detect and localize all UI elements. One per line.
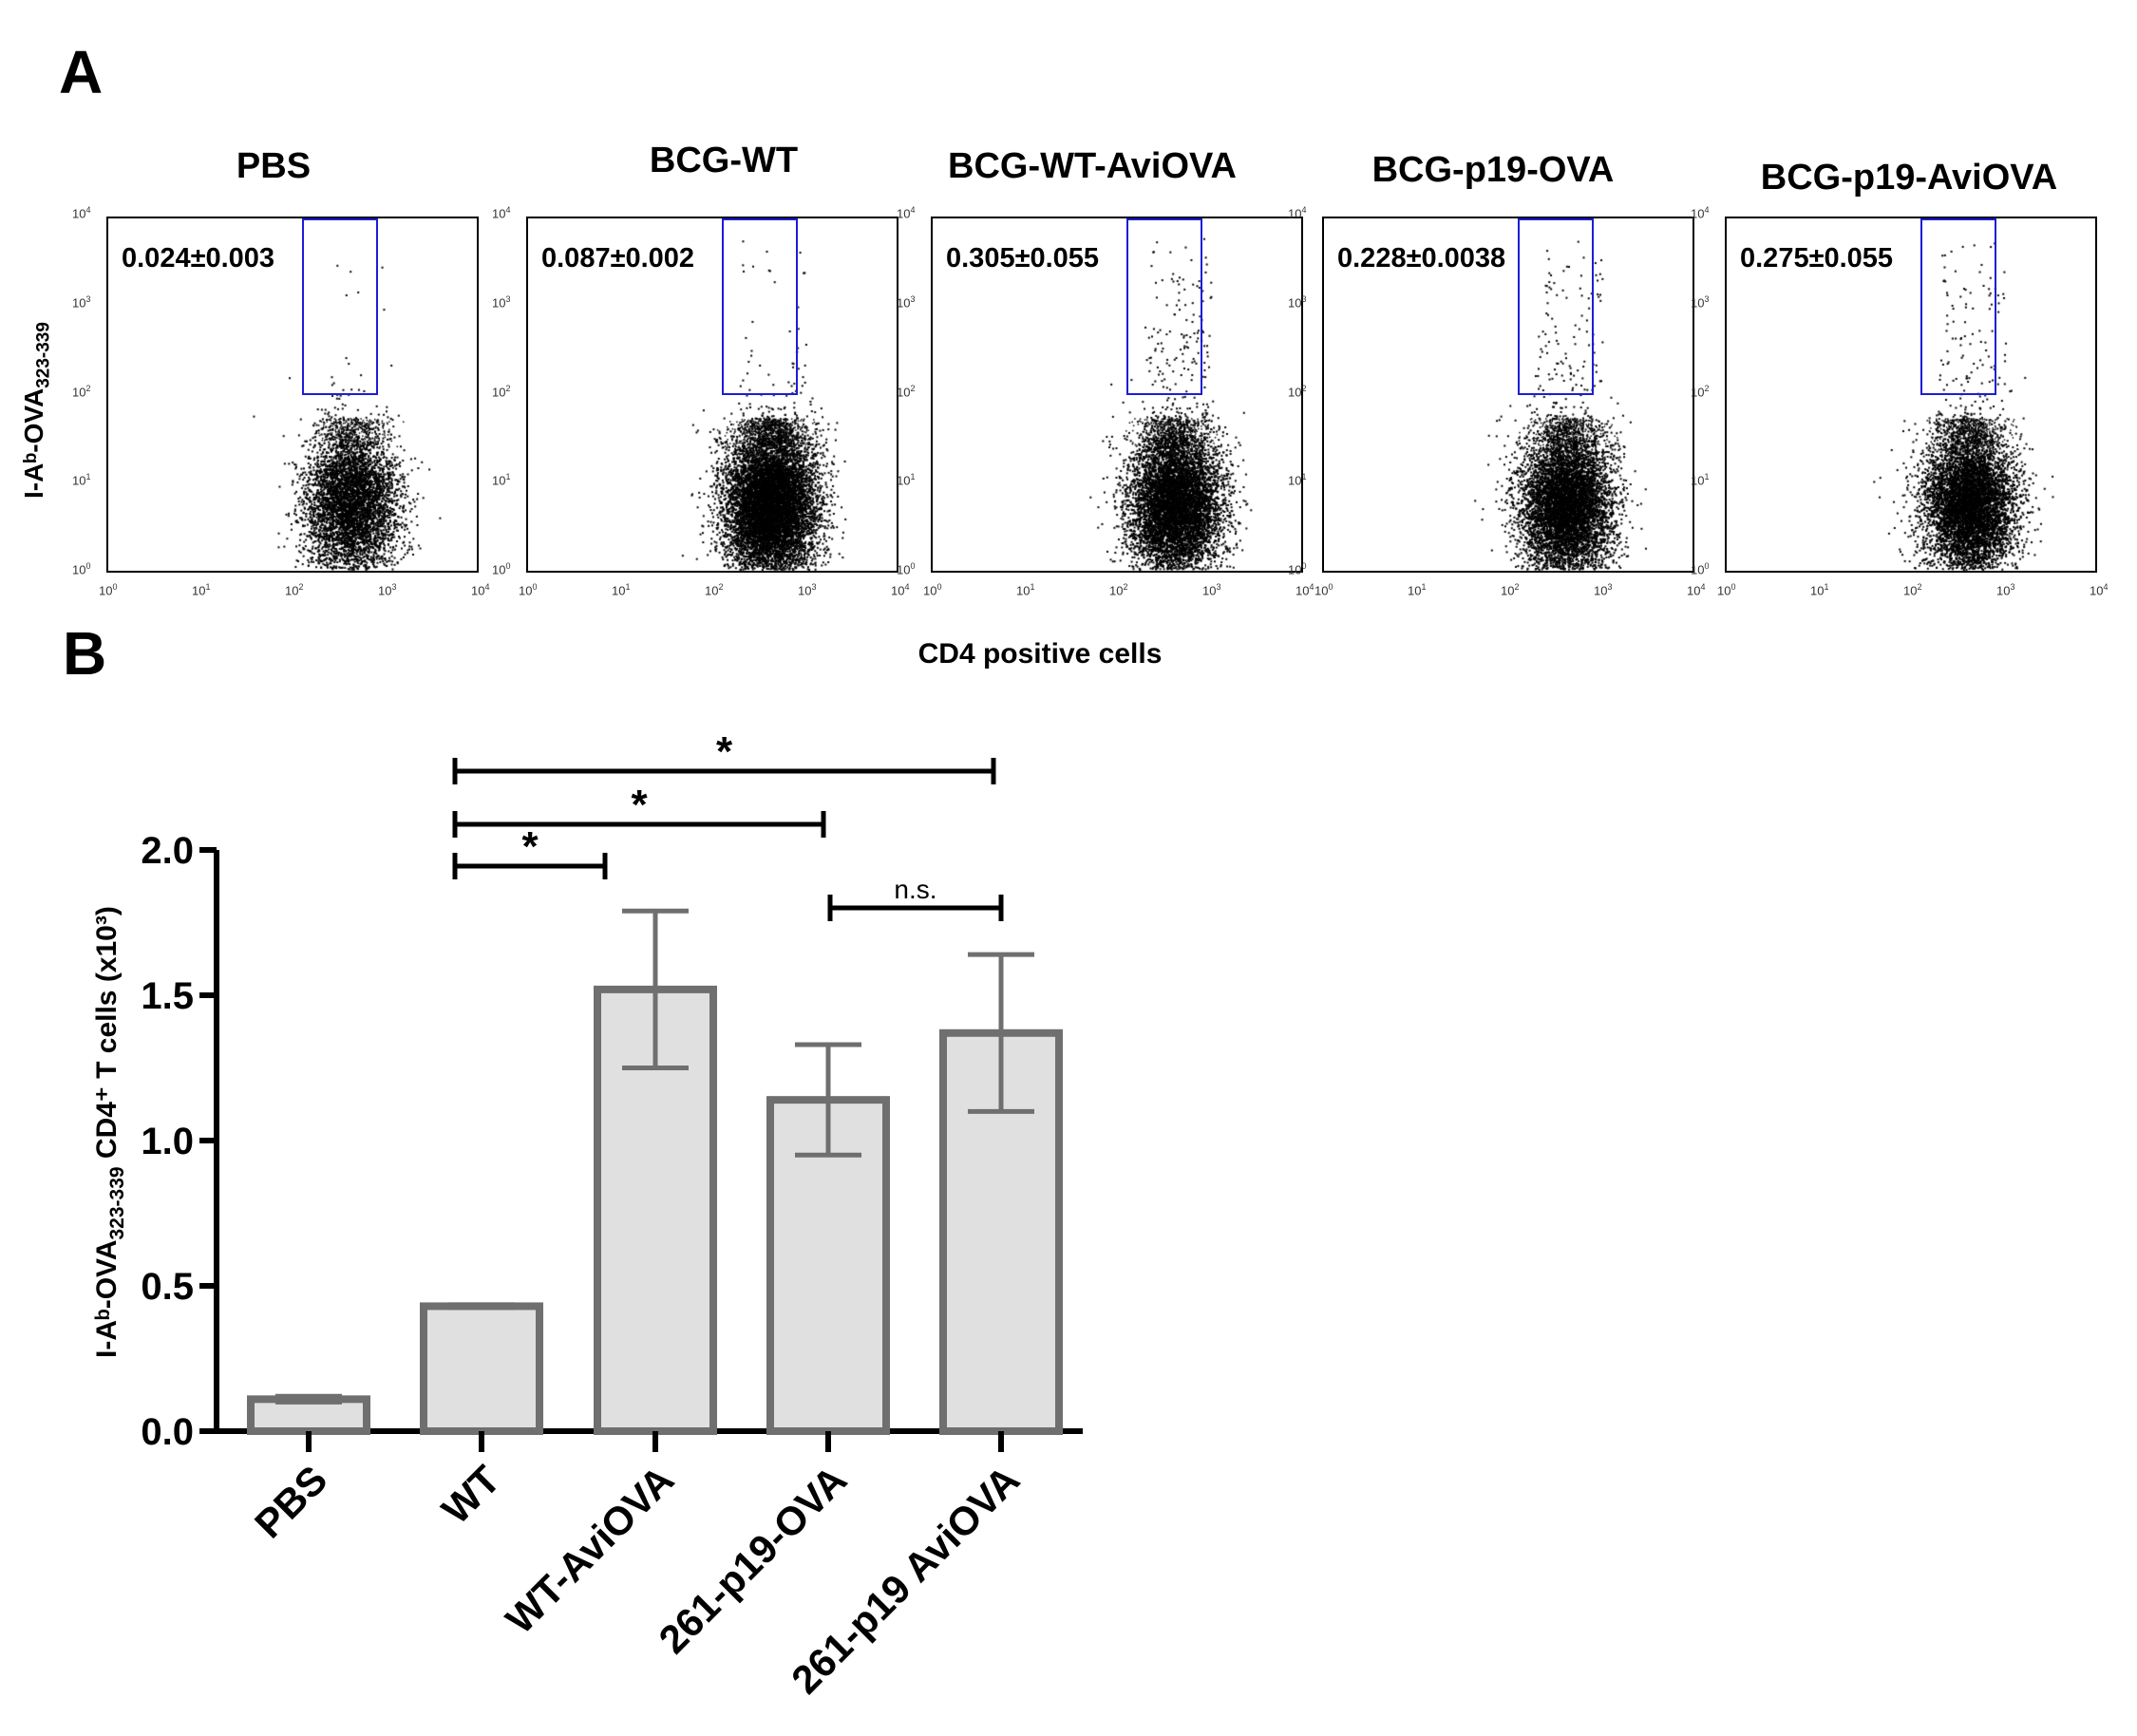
- flow-x-tick: 101: [612, 582, 631, 598]
- flow-plot-frame: 0.275±0.055: [1725, 217, 2097, 573]
- flow-y-tick: 102: [492, 383, 511, 399]
- flow-plot-title: BCG-p19-OVA: [1371, 150, 1615, 190]
- flow-y-tick: 104: [897, 205, 916, 221]
- flow-y-tick: 101: [492, 472, 511, 488]
- flow-x-tick: 102: [1109, 582, 1128, 598]
- x-category-label: WT: [433, 1457, 509, 1533]
- flow-y-tick: 101: [72, 472, 91, 488]
- flow-y-tick: 102: [897, 383, 916, 399]
- flow-scatter-points: [528, 218, 897, 571]
- bar: [420, 1302, 543, 1435]
- flow-y-tick: 104: [1691, 205, 1710, 221]
- flow-y-tick: 101: [1288, 472, 1307, 488]
- x-category-label: WT-AviOVA: [497, 1457, 682, 1642]
- flow-y-tick: 101: [1691, 472, 1710, 488]
- flow-x-tick: 101: [1810, 582, 1829, 598]
- y-axis-label-main: I-Aᵇ-OVA: [91, 1240, 123, 1359]
- y-axis-label-sub: 323-339: [106, 1166, 128, 1239]
- significance-label: *: [521, 823, 539, 870]
- flow-y-tick: 100: [492, 561, 511, 577]
- panel-a-letter: A: [59, 38, 104, 106]
- panel-b-letter: B: [63, 619, 107, 688]
- flow-y-label-sub: 323-339: [33, 322, 54, 388]
- flow-x-tick: 100: [519, 582, 538, 598]
- flow-gate: [1920, 218, 1996, 395]
- flow-y-tick: 104: [72, 205, 91, 221]
- flow-x-tick: 104: [1687, 582, 1706, 598]
- flow-y-tick: 100: [1691, 561, 1710, 577]
- flow-x-tick: 103: [1996, 582, 2015, 598]
- flow-plot-frame: 0.087±0.002: [526, 217, 898, 573]
- flow-gate: [1126, 218, 1202, 395]
- flow-x-tick: 102: [705, 582, 724, 598]
- flow-y-tick: 103: [1288, 293, 1307, 311]
- flow-x-tick: 101: [192, 582, 211, 598]
- flow-x-tick: 101: [1016, 582, 1035, 598]
- flow-gate-stat: 0.087±0.002: [541, 243, 695, 274]
- flow-plot-title: BCG-WT-AviOVA: [948, 146, 1237, 186]
- flow-y-tick: 100: [72, 561, 91, 577]
- flow-y-tick: 100: [897, 561, 916, 577]
- flow-x-tick: 100: [1314, 582, 1333, 598]
- significance-label: *: [716, 728, 733, 775]
- flow-gate: [1518, 218, 1594, 395]
- flow-y-tick: 104: [1288, 205, 1307, 221]
- flow-y-tick: 102: [72, 383, 91, 399]
- flow-y-tick: 103: [897, 293, 916, 311]
- significance-label: *: [631, 782, 648, 828]
- flow-plot-frame: 0.228±0.0038: [1322, 217, 1694, 573]
- flow-y-tick: 103: [1691, 293, 1710, 311]
- flow-x-tick: 104: [1295, 582, 1314, 598]
- x-category-label: PBS: [246, 1457, 335, 1546]
- flow-y-tick: 103: [492, 293, 511, 311]
- y-axis-label: I-Aᵇ-OVA323-339 CD4⁺ T cells (x10³): [91, 906, 128, 1358]
- flow-x-tick: 100: [99, 582, 118, 598]
- flow-y-label-main: I-Aᵇ-OVA: [19, 387, 48, 499]
- flow-plot-title: BCG-WT: [649, 141, 799, 180]
- flow-x-tick: 103: [378, 582, 397, 598]
- flow-x-tick: 103: [1594, 582, 1613, 598]
- flow-plot-frame: 0.305±0.055: [931, 217, 1303, 573]
- y-tick-label: 1.5: [141, 975, 194, 1017]
- flow-x-tick: 100: [923, 582, 942, 598]
- flow-x-tick: 102: [1903, 582, 1922, 598]
- flow-y-tick: 100: [1288, 561, 1307, 577]
- flow-scatter-points: [1324, 218, 1693, 571]
- flow-x-tick: 104: [471, 582, 490, 598]
- flow-x-tick: 104: [891, 582, 910, 598]
- flow-gate-stat: 0.275±0.055: [1740, 243, 1894, 274]
- flow-gate-stat: 0.305±0.055: [946, 243, 1100, 274]
- flow-x-tick: 104: [2090, 582, 2109, 598]
- y-tick-label: 1.0: [141, 1121, 194, 1162]
- flow-y-tick: 101: [897, 472, 916, 488]
- flow-x-tick: 100: [1717, 582, 1736, 598]
- flow-x-tick: 102: [285, 582, 304, 598]
- y-tick-label: 0.0: [141, 1411, 194, 1453]
- flow-plot-title: BCG-p19-AviOVA: [1760, 158, 2058, 198]
- flow-scatter-points: [108, 218, 477, 571]
- flow-x-tick: 103: [1202, 582, 1221, 598]
- flow-plot-title: PBS: [236, 146, 312, 186]
- significance-label: n.s.: [894, 875, 936, 904]
- flow-y-tick: 102: [1691, 383, 1710, 399]
- flow-plot-frame: 0.024±0.003: [106, 217, 479, 573]
- flow-y-tick: 104: [492, 205, 511, 221]
- y-tick-label: 2.0: [141, 830, 194, 872]
- flow-y-axis-label: I-Aᵇ-OVA323-339: [19, 322, 55, 499]
- flow-scatter-points: [1727, 218, 2095, 571]
- flow-gate-stat: 0.228±0.0038: [1337, 243, 1506, 274]
- flow-gate: [302, 218, 378, 395]
- flow-y-tick: 103: [72, 293, 91, 311]
- flow-scatter-points: [933, 218, 1301, 571]
- flow-x-axis-label: CD4 positive cells: [917, 638, 1163, 670]
- flow-x-tick: 102: [1501, 582, 1520, 598]
- flow-x-tick: 103: [798, 582, 817, 598]
- flow-gate-stat: 0.024±0.003: [122, 243, 275, 274]
- flow-gate: [722, 218, 798, 395]
- flow-x-tick: 101: [1408, 582, 1427, 598]
- y-axis-label-tail: CD4⁺ T cells (x10³): [91, 906, 123, 1166]
- flow-y-tick: 102: [1288, 383, 1307, 399]
- y-tick-label: 0.5: [141, 1266, 194, 1308]
